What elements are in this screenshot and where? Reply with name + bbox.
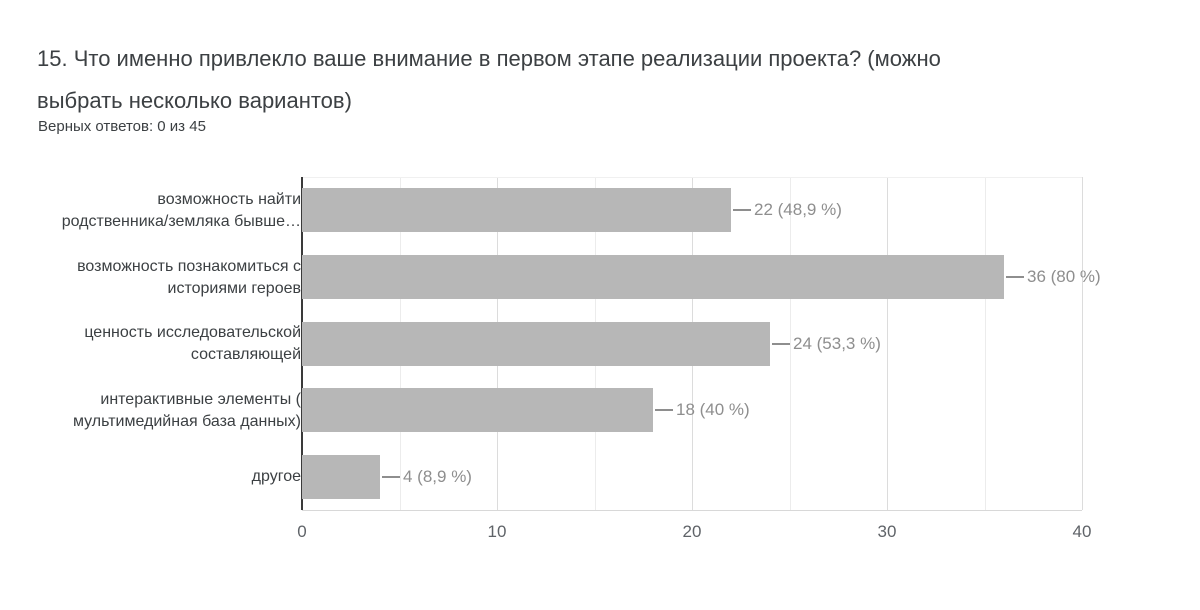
- x-tick-label: 0: [297, 522, 307, 541]
- gridline-minor: [790, 177, 791, 510]
- category-label-line: составляющей: [190, 345, 301, 363]
- category-label: ценность исследовательской составляющей: [8, 310, 307, 377]
- gridline-minor: [985, 177, 986, 510]
- plot-area-top-border: [302, 177, 1082, 178]
- category-label: интерактивные элементы ( мультимедийная б…: [8, 377, 307, 444]
- category-label: возможность познакомиться с историями гер…: [8, 244, 307, 311]
- bar-value-connector: [733, 209, 751, 211]
- bar-value-label: 4 (8,9 %): [403, 467, 472, 486]
- question-title-line-2: выбрать несколько вариантов): [37, 88, 352, 113]
- bar-value-connector: [655, 409, 673, 411]
- bar[interactable]: [302, 188, 731, 232]
- category-label-line: ценность исследовательской: [84, 323, 301, 341]
- category-label-line: интерактивные элементы (: [100, 390, 301, 408]
- category-label-line: родственника/земляка бывше…: [61, 212, 301, 230]
- gridline-major: [887, 177, 888, 510]
- category-label: другое: [8, 443, 307, 510]
- question-title: 15. Что именно привлекло ваше внимание в…: [37, 38, 1177, 122]
- bar-value-label: 22 (48,9 %): [754, 200, 842, 219]
- bar-value-label: 18 (40 %): [676, 400, 750, 419]
- bar-value-label: 24 (53,3 %): [793, 334, 881, 353]
- x-tick-label: 40: [1072, 522, 1092, 541]
- bar-value-label: 36 (80 %): [1027, 267, 1101, 286]
- plot-area-bottom-border: [302, 510, 1082, 511]
- correct-answers-summary: Верных ответов: 0 из 45: [38, 118, 206, 135]
- category-label-line: возможность найти: [157, 190, 301, 208]
- x-tick-label: 30: [877, 522, 897, 541]
- x-tick-label: 20: [682, 522, 702, 541]
- gridline-major: [1082, 177, 1083, 510]
- bar[interactable]: [302, 255, 1004, 299]
- category-label: возможность найти родственника/земляка бы…: [8, 177, 307, 244]
- question-title-line-1: 15. Что именно привлекло ваше внимание в…: [37, 46, 941, 71]
- bar-value-connector: [382, 476, 400, 478]
- category-label-line: другое: [251, 467, 301, 485]
- bar-value-connector: [772, 343, 790, 345]
- bar[interactable]: [302, 455, 380, 499]
- category-label-line: историями героев: [167, 279, 301, 297]
- category-label-line: мультимедийная база данных): [72, 412, 301, 430]
- bar-value-connector: [1006, 276, 1024, 278]
- bar[interactable]: [302, 388, 653, 432]
- x-tick-label: 10: [487, 522, 507, 541]
- category-label-line: возможность познакомиться с: [77, 257, 301, 275]
- bar[interactable]: [302, 322, 770, 366]
